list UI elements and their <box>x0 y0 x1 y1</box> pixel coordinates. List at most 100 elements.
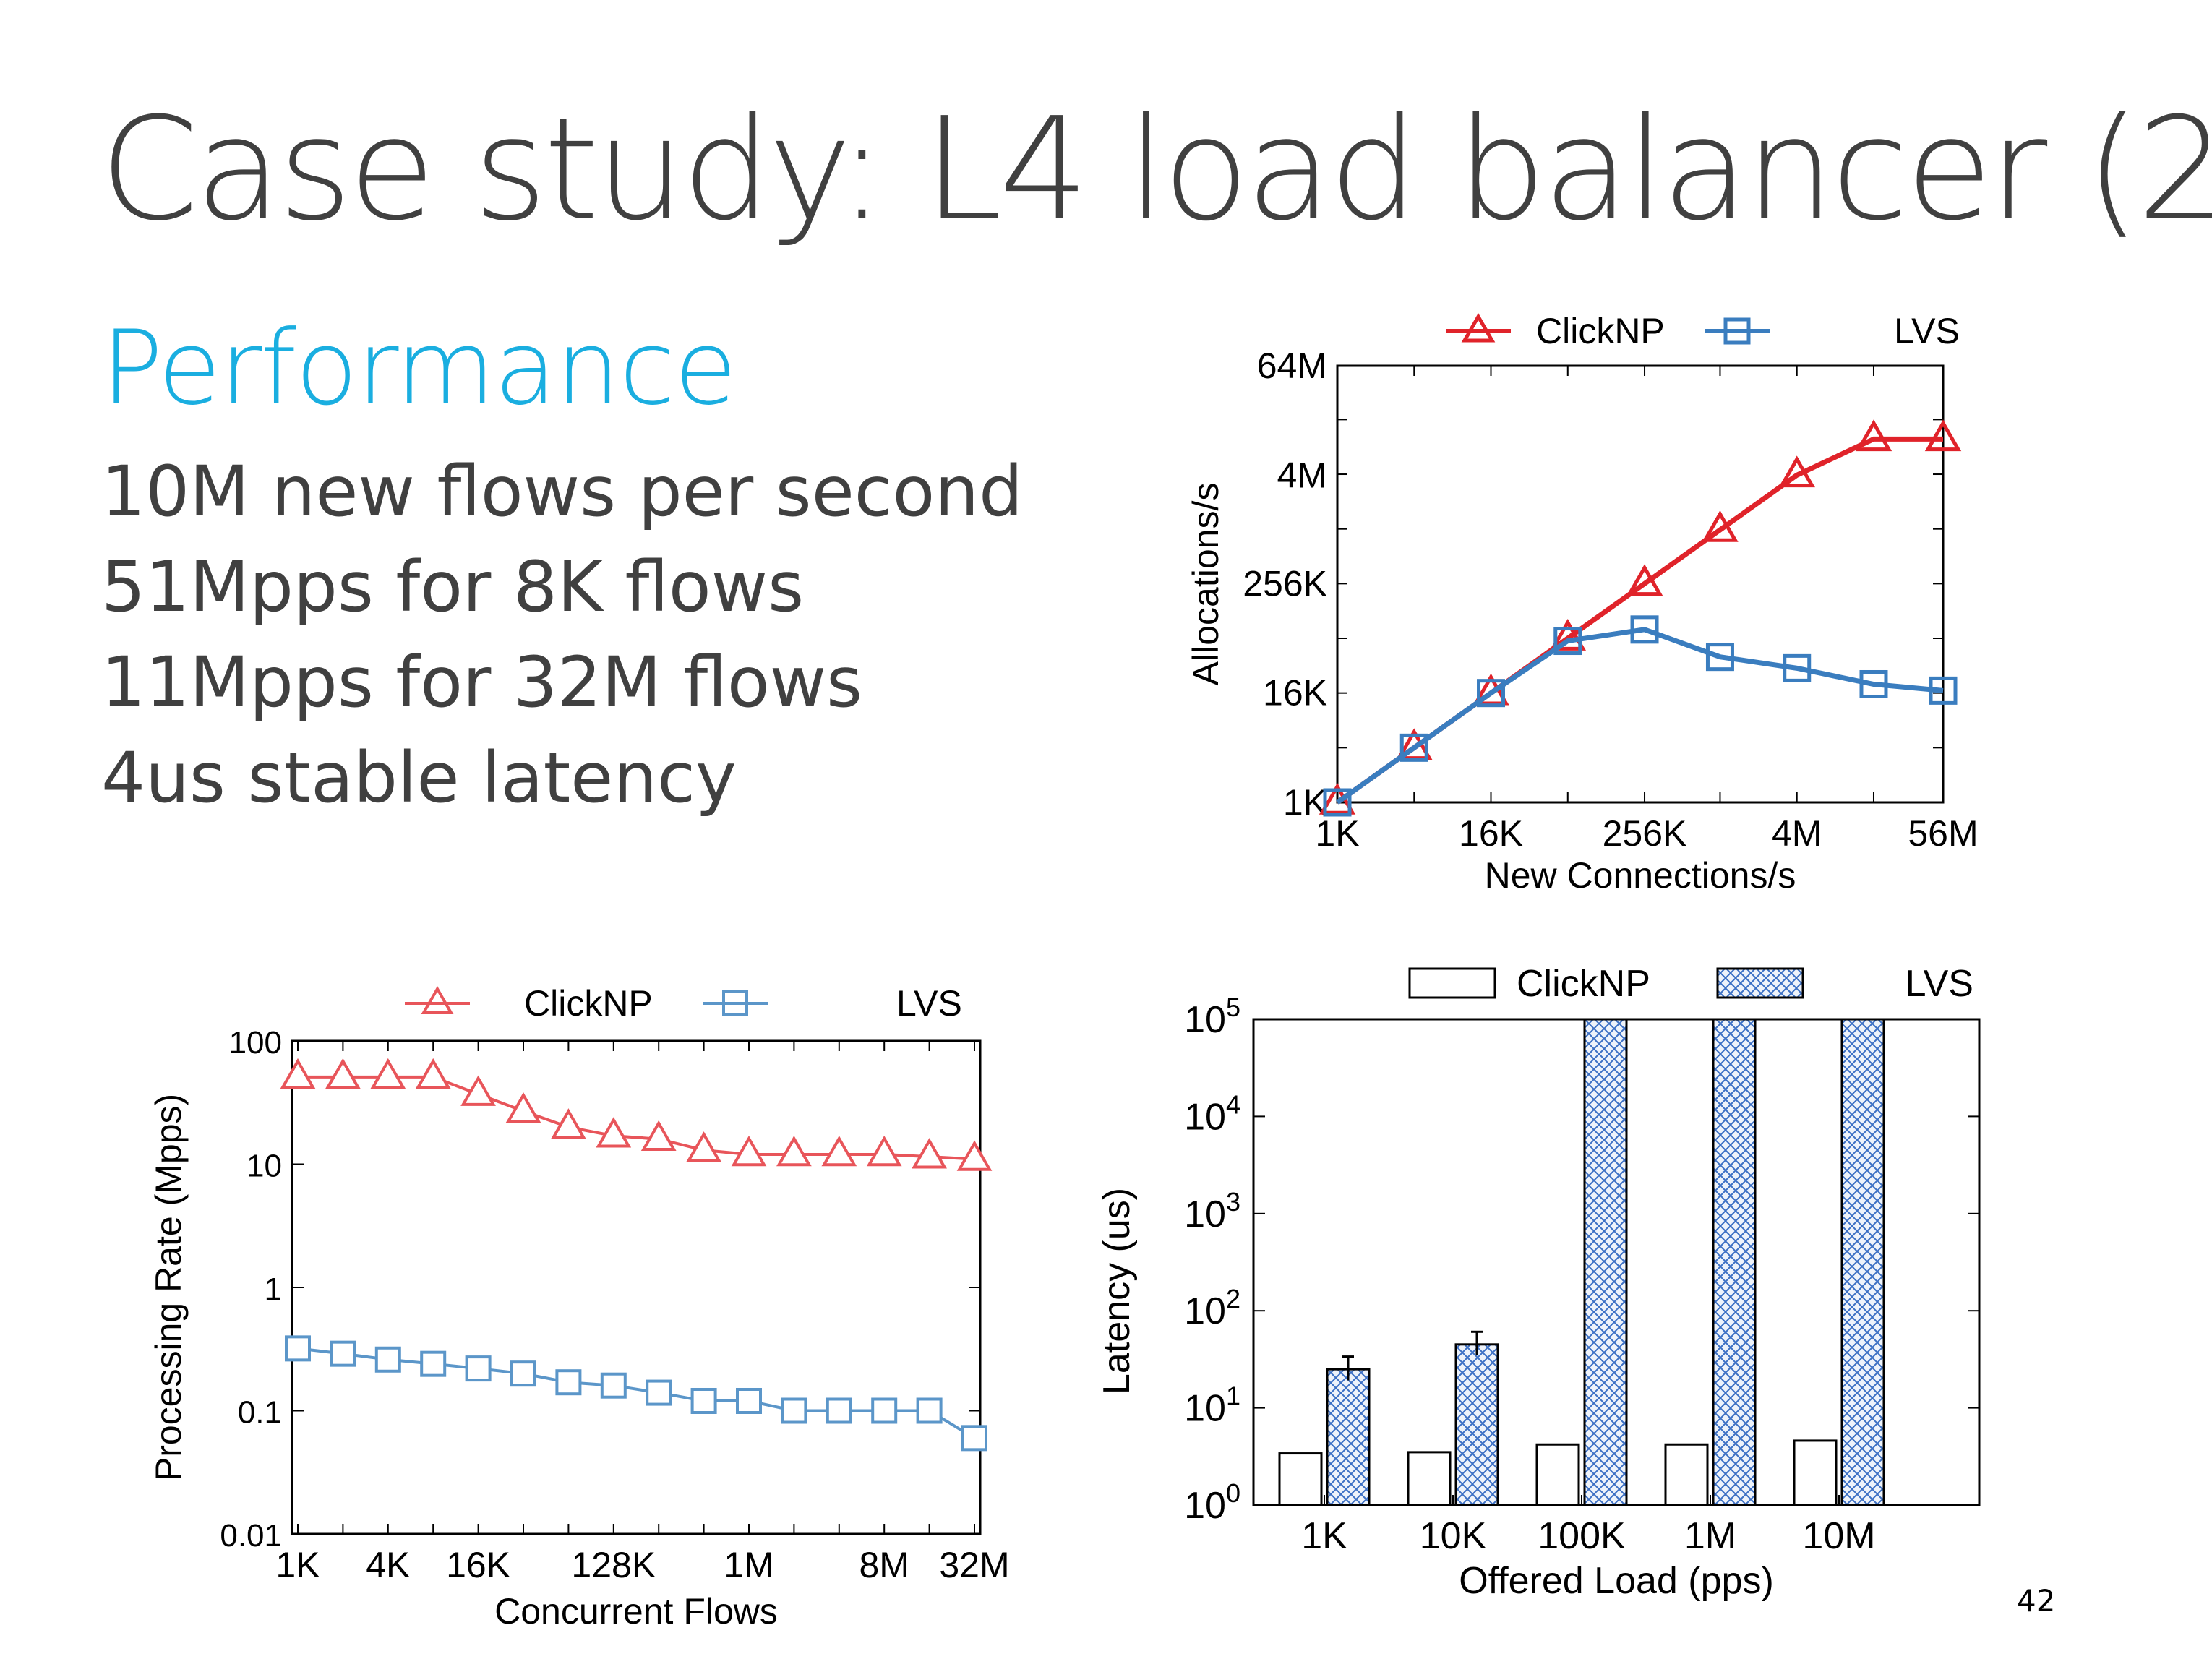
data-point-clicknp <box>776 1135 812 1167</box>
x-tick-label: 128K <box>571 1545 656 1585</box>
y-tick-label: 101 <box>1184 1381 1240 1430</box>
x-tick-label: 10K <box>1420 1515 1487 1557</box>
y-tick-label: 256K <box>1243 563 1327 604</box>
data-point-lvs <box>1929 676 1958 705</box>
y-tick-label: 105 <box>1184 993 1240 1041</box>
legend-marker-lvs <box>1723 317 1751 345</box>
bar-lvs <box>1583 1018 1628 1506</box>
x-tick-label: 4K <box>366 1545 410 1585</box>
data-point-clicknp <box>640 1120 677 1151</box>
y-axis-label: Allocations/s <box>1186 483 1226 686</box>
processing-rate-chart: 0.01 0.1 1 10 100 1K 4K 16K 128K 1M 8M 32M Concurren… <box>148 983 1010 1632</box>
y-axis-label: Latency (us) <box>1096 1188 1138 1394</box>
data-point-lvs <box>374 1346 401 1373</box>
data-point-lvs <box>826 1397 852 1424</box>
data-point-clicknp <box>551 1108 586 1139</box>
legend-swatch-lvs <box>1716 967 1804 999</box>
bullet-item: 10M new flows per second <box>101 451 1024 532</box>
bar-clicknp <box>1664 1443 1709 1506</box>
y-tick-label: 16K <box>1263 673 1327 713</box>
bar-clicknp <box>1535 1443 1580 1506</box>
data-point-lvs <box>600 1372 627 1399</box>
x-tick-label: 32M <box>939 1545 1009 1585</box>
data-point-lvs <box>781 1397 807 1424</box>
data-point-lvs <box>330 1340 356 1367</box>
data-point-lvs <box>1630 615 1659 644</box>
slide-title: Case study: L4 load balancer (2) <box>100 87 2212 252</box>
y-tick-label: 1 <box>265 1272 282 1307</box>
data-point-lvs <box>736 1387 762 1414</box>
y-tick-label: 104 <box>1184 1089 1240 1138</box>
data-point-lvs <box>916 1397 943 1424</box>
series-line-clicknp <box>298 1075 975 1161</box>
bar-clicknp <box>1407 1451 1452 1506</box>
data-point-lvs <box>420 1350 447 1377</box>
data-point-clicknp <box>956 1140 993 1171</box>
data-point-lvs <box>690 1387 717 1414</box>
slide-subtitle: Performance <box>101 309 737 428</box>
data-point-clicknp <box>415 1058 451 1089</box>
latency-chart: 100 101 102 103 104 105 1K 10K 100K 1M 10M Offered … <box>1096 963 1981 1602</box>
x-axis-label: Concurrent Flows <box>494 1591 778 1632</box>
y-tick-label: 1K <box>1283 782 1327 823</box>
series-line-lvs <box>297 1347 976 1440</box>
data-point-clicknp <box>370 1058 406 1089</box>
y-tick-label: 100 <box>1184 1478 1240 1527</box>
data-point-lvs <box>1859 669 1888 698</box>
legend-marker-lvs <box>722 990 748 1016</box>
allocations-chart: 1K 16K 256K 4M 64M 1K 16K 256K 4M 56M New Connecti… <box>1186 311 1979 896</box>
x-axis-label: New Connections/s <box>1485 855 1796 896</box>
legend-label-lvs: LVS <box>1894 311 1960 351</box>
x-tick-label: 16K <box>446 1545 510 1585</box>
data-point-clicknp <box>1855 419 1892 452</box>
data-point-lvs <box>510 1360 536 1387</box>
data-point-clicknp <box>460 1075 496 1106</box>
legend-label-lvs: LVS <box>896 983 962 1024</box>
x-tick-label: 256K <box>1603 813 1687 854</box>
data-point-lvs <box>1323 788 1352 817</box>
y-tick-label: 103 <box>1184 1187 1240 1235</box>
x-tick-label: 1K <box>1315 813 1359 854</box>
data-point-lvs <box>555 1369 582 1396</box>
bar-clicknp <box>1278 1452 1323 1506</box>
x-tick-label: 56M <box>1908 813 1978 854</box>
data-point-clicknp <box>821 1135 857 1167</box>
data-point-lvs <box>285 1335 311 1362</box>
x-axis-label: Offered Load (pps) <box>1459 1560 1774 1602</box>
x-tick-label: 1K <box>275 1545 320 1585</box>
data-point-lvs <box>1783 653 1812 682</box>
y-tick-label: 100 <box>229 1025 282 1060</box>
data-point-lvs <box>1553 627 1582 656</box>
data-point-lvs <box>1399 733 1428 762</box>
data-point-clicknp <box>280 1058 316 1089</box>
data-point-lvs <box>646 1379 672 1406</box>
data-point-clicknp <box>505 1092 541 1123</box>
bar-lvs <box>1326 1368 1371 1506</box>
bullet-list: 10M new flows per second 51Mpps for 8K f… <box>101 444 1023 826</box>
legend-swatch-clicknp <box>1408 967 1496 999</box>
page-number: 42 <box>2017 1583 2056 1619</box>
series-line-lvs <box>1335 627 1944 805</box>
data-point-clicknp <box>1626 564 1663 596</box>
legend-marker-clicknp <box>1461 312 1496 343</box>
y-tick-label: 4M <box>1277 455 1327 495</box>
data-point-lvs <box>1477 679 1506 708</box>
data-point-lvs <box>1705 643 1734 672</box>
legend-marker-clicknp <box>421 985 454 1014</box>
y-tick-label: 0.1 <box>238 1395 282 1431</box>
legend-label-clicknp: ClickNP <box>1536 311 1665 351</box>
legend-label-clicknp: ClickNP <box>1517 963 1650 1005</box>
plot-frame <box>291 1039 982 1535</box>
data-point-lvs <box>961 1425 987 1452</box>
x-tick-label: 1K <box>1301 1515 1347 1557</box>
data-point-lvs <box>465 1355 492 1382</box>
bar-lvs <box>1840 1018 1885 1506</box>
data-point-clicknp <box>1924 419 1962 452</box>
data-point-clicknp <box>731 1135 767 1167</box>
x-tick-label: 100K <box>1538 1515 1626 1557</box>
bullet-item: 51Mpps for 8K flows <box>101 546 805 627</box>
data-point-clicknp <box>596 1117 632 1148</box>
x-tick-label: 1M <box>1684 1515 1736 1557</box>
data-point-lvs <box>871 1397 898 1424</box>
data-point-clicknp <box>325 1058 361 1089</box>
